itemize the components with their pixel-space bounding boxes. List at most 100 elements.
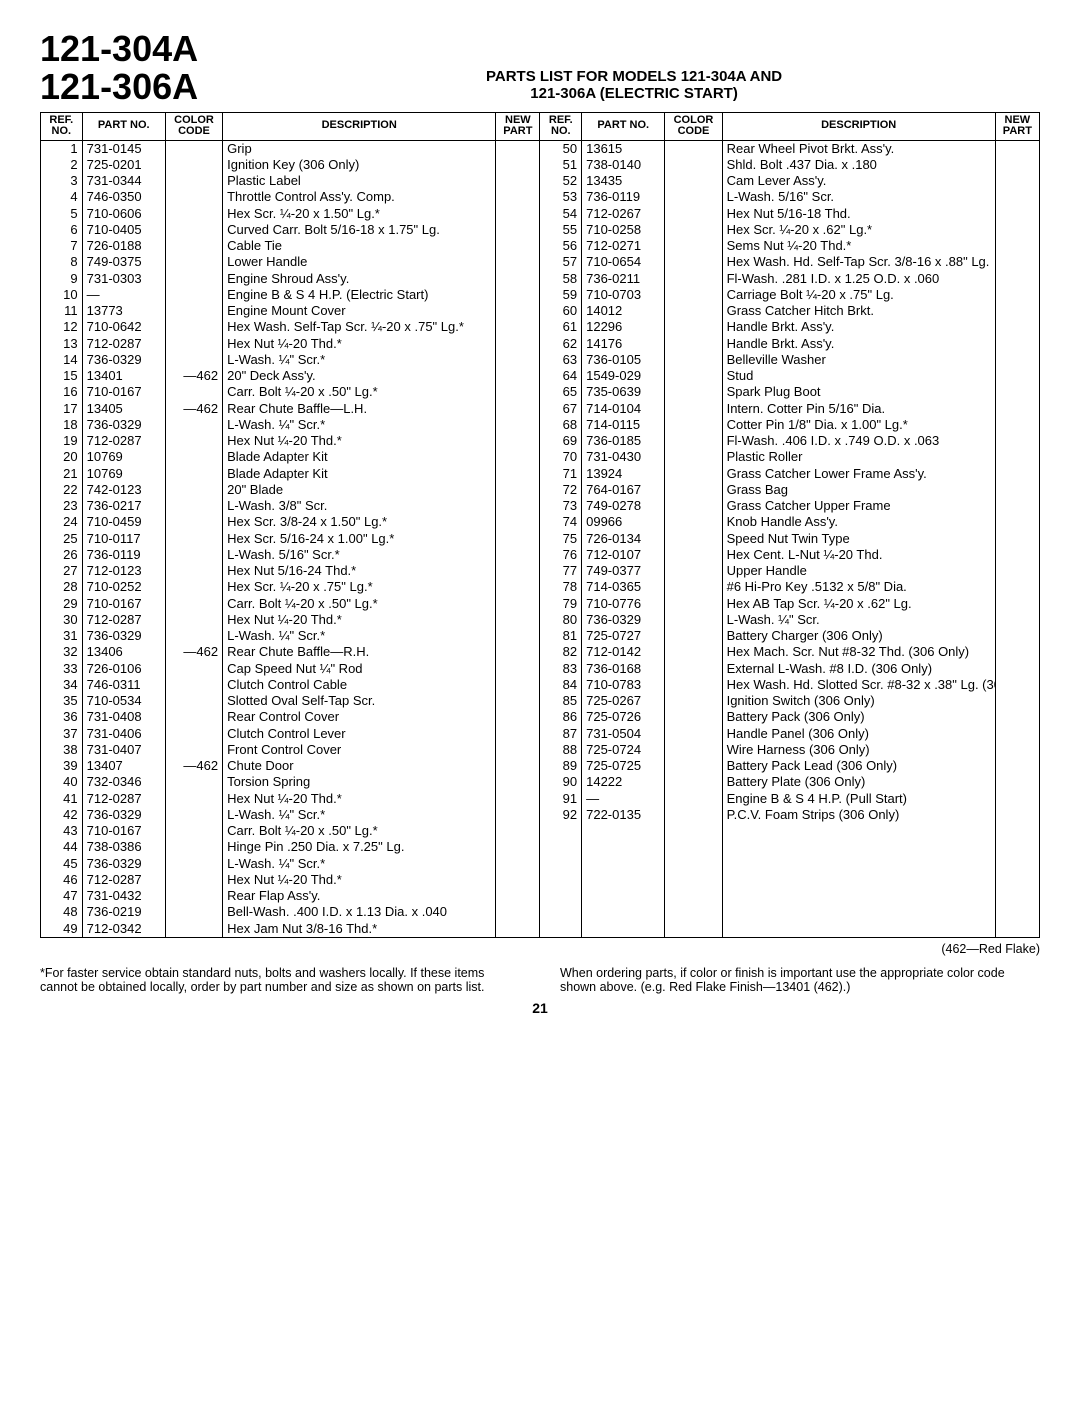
new-part xyxy=(496,726,540,742)
ref-no: 71 xyxy=(540,466,582,482)
description xyxy=(722,888,995,904)
part-no: 714-0365 xyxy=(582,579,665,595)
table-row: 48736-0219Bell-Wash. .400 I.D. x 1.13 Di… xyxy=(41,904,1040,920)
description: Throttle Control Ass'y. Comp. xyxy=(223,189,496,205)
part-no: 732-0346 xyxy=(82,774,165,790)
table-row: 1731-0145Grip5013615Rear Wheel Pivot Brk… xyxy=(41,140,1040,157)
description: Clutch Control Cable xyxy=(223,677,496,693)
ref-no xyxy=(540,823,582,839)
color-code xyxy=(165,563,222,579)
part-no: 731-0504 xyxy=(582,726,665,742)
color-code xyxy=(665,189,722,205)
description: 20" Deck Ass'y. xyxy=(223,368,496,384)
color-code xyxy=(665,352,722,368)
ref-no: 56 xyxy=(540,238,582,254)
part-no: 725-0267 xyxy=(582,693,665,709)
ref-no: 64 xyxy=(540,368,582,384)
description: Battery Plate (306 Only) xyxy=(722,774,995,790)
ref-no: 7 xyxy=(41,238,83,254)
ref-no: 72 xyxy=(540,482,582,498)
new-part xyxy=(496,271,540,287)
ref-no: 92 xyxy=(540,807,582,823)
color-code xyxy=(665,254,722,270)
title-block: PARTS LIST FOR MODELS 121-304A AND 121-3… xyxy=(228,68,1040,106)
new-part xyxy=(995,206,1039,222)
new-part xyxy=(995,157,1039,173)
ref-no: 49 xyxy=(41,921,83,938)
new-part xyxy=(496,807,540,823)
ref-no: 12 xyxy=(41,319,83,335)
part-no: 710-0534 xyxy=(82,693,165,709)
ref-no: 87 xyxy=(540,726,582,742)
ref-no: 77 xyxy=(540,563,582,579)
table-row: 10—Engine B & S 4 H.P. (Electric Start)5… xyxy=(41,287,1040,303)
new-part xyxy=(995,661,1039,677)
table-row: 5710-0606Hex Scr. ¼-20 x 1.50" Lg.*54712… xyxy=(41,206,1040,222)
description: Handle Brkt. Ass'y. xyxy=(722,319,995,335)
part-no: 710-0167 xyxy=(82,384,165,400)
color-code xyxy=(165,579,222,595)
new-part xyxy=(995,531,1039,547)
color-code xyxy=(665,921,722,938)
color-code xyxy=(165,433,222,449)
color-code xyxy=(165,709,222,725)
part-no: 736-0329 xyxy=(82,856,165,872)
description: Sems Nut ¼-20 Thd.* xyxy=(722,238,995,254)
color-code xyxy=(165,189,222,205)
color-code xyxy=(165,384,222,400)
ref-no: 31 xyxy=(41,628,83,644)
color-code xyxy=(665,531,722,547)
part-no: 736-0119 xyxy=(82,547,165,563)
ref-no: 74 xyxy=(540,514,582,530)
description: Carr. Bolt ¼-20 x .50" Lg.* xyxy=(223,596,496,612)
description: Knob Handle Ass'y. xyxy=(722,514,995,530)
hdr-part: PART NO. xyxy=(82,112,165,140)
color-code xyxy=(665,563,722,579)
description: Carriage Bolt ¼-20 x .75" Lg. xyxy=(722,287,995,303)
color-code xyxy=(665,498,722,514)
new-part xyxy=(995,514,1039,530)
color-code xyxy=(665,579,722,595)
ref-no: 18 xyxy=(41,417,83,433)
part-no: 710-0117 xyxy=(82,531,165,547)
new-part xyxy=(995,709,1039,725)
new-part xyxy=(496,921,540,938)
table-row: 25710-0117Hex Scr. 5/16-24 x 1.00" Lg.*7… xyxy=(41,531,1040,547)
ref-no: 54 xyxy=(540,206,582,222)
ref-no: 45 xyxy=(41,856,83,872)
description: Hex Scr. ¼-20 x .75" Lg.* xyxy=(223,579,496,595)
part-no: 710-0167 xyxy=(82,596,165,612)
description: L-Wash. 5/16" Scr.* xyxy=(223,547,496,563)
ref-no: 90 xyxy=(540,774,582,790)
color-code xyxy=(665,433,722,449)
description: L-Wash. ¼" Scr.* xyxy=(223,628,496,644)
table-row: 22742-012320" Blade72764-0167Grass Bag xyxy=(41,482,1040,498)
color-code xyxy=(165,271,222,287)
part-no: 10769 xyxy=(82,466,165,482)
description: Cotter Pin 1/8" Dia. x 1.00" Lg.* xyxy=(722,417,995,433)
color-code xyxy=(165,807,222,823)
ref-no: 4 xyxy=(41,189,83,205)
table-row: 3913407—462Chute Door89725-0725Battery P… xyxy=(41,758,1040,774)
color-code xyxy=(665,596,722,612)
part-no: 736-0329 xyxy=(582,612,665,628)
table-row: 13712-0287Hex Nut ¼-20 Thd.*6214176Handl… xyxy=(41,336,1040,352)
ref-no xyxy=(540,904,582,920)
table-row: 1113773Engine Mount Cover6014012Grass Ca… xyxy=(41,303,1040,319)
description: Engine B & S 4 H.P. (Electric Start) xyxy=(223,287,496,303)
color-code xyxy=(665,368,722,384)
ref-no: 40 xyxy=(41,774,83,790)
description: 20" Blade xyxy=(223,482,496,498)
new-part xyxy=(496,644,540,660)
description: Hex Nut ¼-20 Thd.* xyxy=(223,336,496,352)
page-header: 121-304A 121-306A PARTS LIST FOR MODELS … xyxy=(40,30,1040,106)
description: L-Wash. ¼" Scr.* xyxy=(223,807,496,823)
description: L-Wash. 3/8" Scr. xyxy=(223,498,496,514)
description: Shld. Bolt .437 Dia. x .180 xyxy=(722,157,995,173)
part-no: 712-0287 xyxy=(82,791,165,807)
ref-no: 69 xyxy=(540,433,582,449)
new-part xyxy=(496,823,540,839)
description: Fl-Wash. .281 I.D. x 1.25 O.D. x .060 xyxy=(722,271,995,287)
ref-no: 84 xyxy=(540,677,582,693)
new-part xyxy=(995,904,1039,920)
